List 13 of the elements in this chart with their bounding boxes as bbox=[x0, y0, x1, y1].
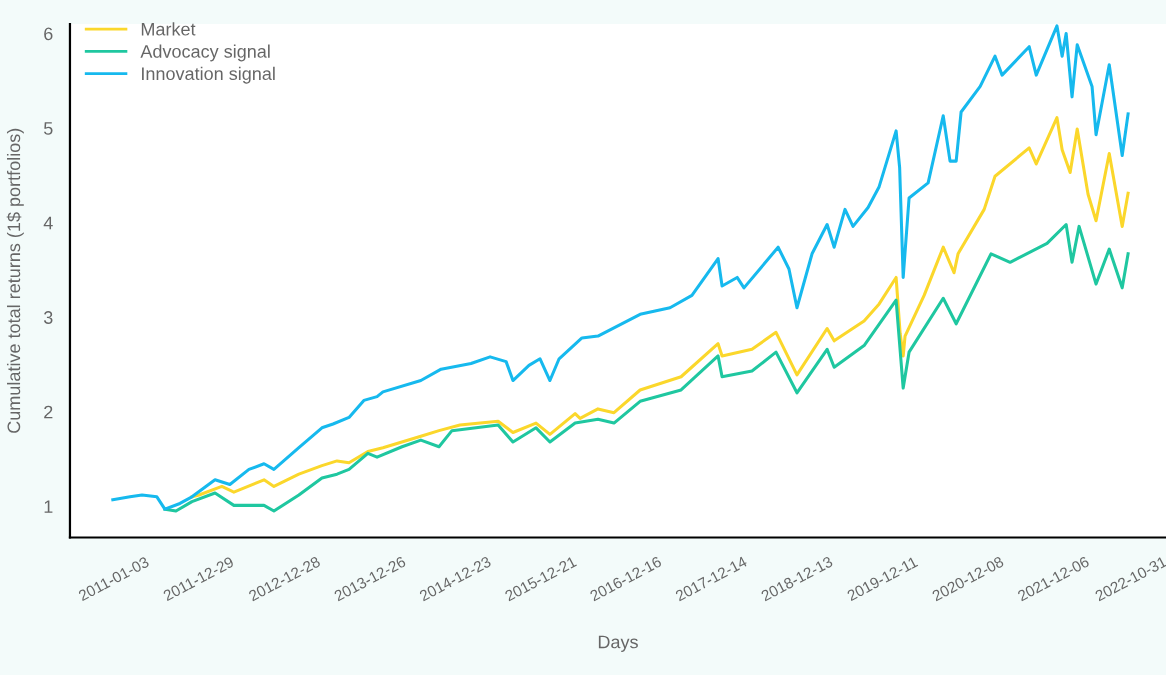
legend-label: Market bbox=[141, 22, 196, 36]
y-tick-label: 1 bbox=[44, 500, 53, 513]
y-tick-label: 2 bbox=[44, 405, 53, 419]
line-series bbox=[163, 222, 1130, 513]
y-axis-title: Cumulative total returns (1$ portfolios) bbox=[6, 128, 24, 433]
line-series bbox=[111, 24, 1130, 511]
y-tick-label: 4 bbox=[43, 216, 53, 230]
x-axis-title: Days bbox=[598, 635, 638, 652]
legend-label: Innovation signal bbox=[142, 66, 275, 84]
legend-label: Advocacy signal bbox=[140, 44, 270, 62]
y-tick-label: 5 bbox=[43, 122, 53, 135]
y-tick-label: 3 bbox=[43, 311, 53, 324]
y-tick-label: 6 bbox=[44, 27, 53, 41]
